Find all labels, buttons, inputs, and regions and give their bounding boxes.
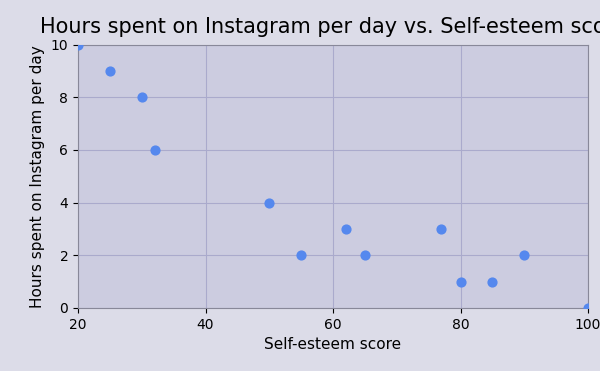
Point: [265, 200, 274, 206]
Point: [341, 226, 350, 232]
Point: [360, 252, 370, 258]
Title: Hours spent on Instagram per day vs. Self-esteem score: Hours spent on Instagram per day vs. Sel…: [40, 17, 600, 37]
Point: [73, 42, 83, 47]
Point: [520, 252, 529, 258]
Point: [488, 279, 497, 285]
Point: [105, 68, 115, 74]
Point: [296, 252, 306, 258]
Point: [150, 147, 160, 153]
Y-axis label: Hours spent on Instagram per day: Hours spent on Instagram per day: [30, 45, 45, 308]
Point: [437, 226, 446, 232]
Point: [137, 94, 146, 100]
Point: [583, 305, 593, 311]
Point: [456, 279, 466, 285]
X-axis label: Self-esteem score: Self-esteem score: [265, 337, 401, 352]
